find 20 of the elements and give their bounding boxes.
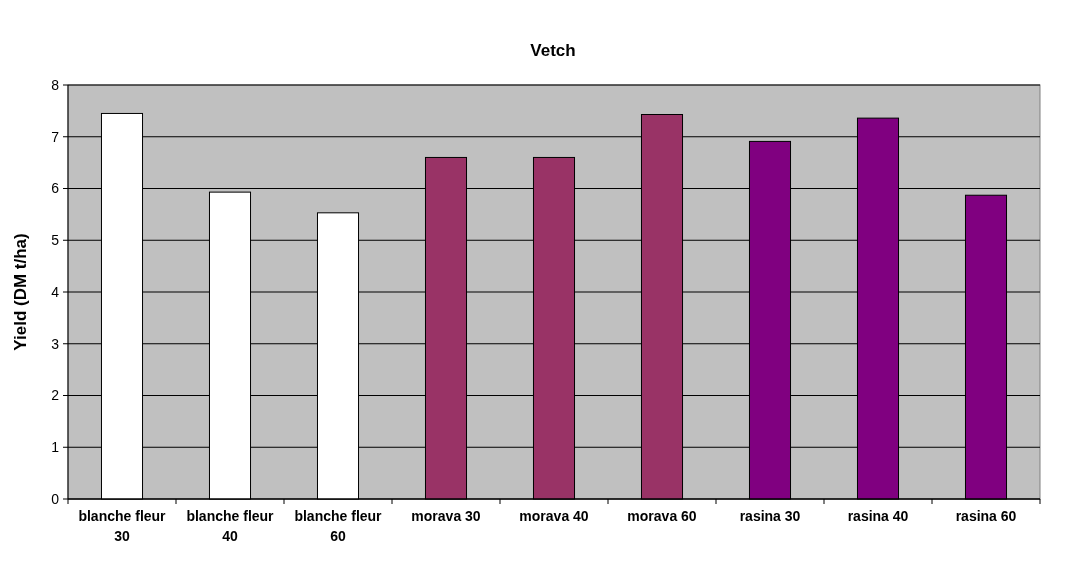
x-tick-label: blanche fleur 30 [78,508,167,544]
chart-title: Vetch [530,41,576,60]
x-tick-label: rasina 40 [847,508,909,524]
x-tick-label: morava 40 [519,508,589,524]
y-tick-label: 3 [51,335,60,352]
y-tick-label: 0 [51,490,60,507]
y-tick-label: 6 [51,180,60,197]
x-tick-label: rasina 30 [739,508,801,524]
x-tick-label: blanche fleur 40 [186,508,275,544]
y-tick-label: 4 [51,283,60,300]
x-tick-label: morava 60 [627,508,697,524]
y-tick-label: 7 [51,128,60,145]
y-axis-title: Yield (DM t/ha) [11,233,30,351]
y-tick-label: 8 [51,76,60,93]
x-tick-label: morava 30 [411,508,481,524]
y-tick-label: 1 [51,439,60,456]
x-tick-label: rasina 60 [955,508,1017,524]
x-tick-label: blanche fleur 60 [294,508,383,544]
y-tick-label: 5 [51,232,60,249]
y-tick-label: 2 [51,387,60,404]
